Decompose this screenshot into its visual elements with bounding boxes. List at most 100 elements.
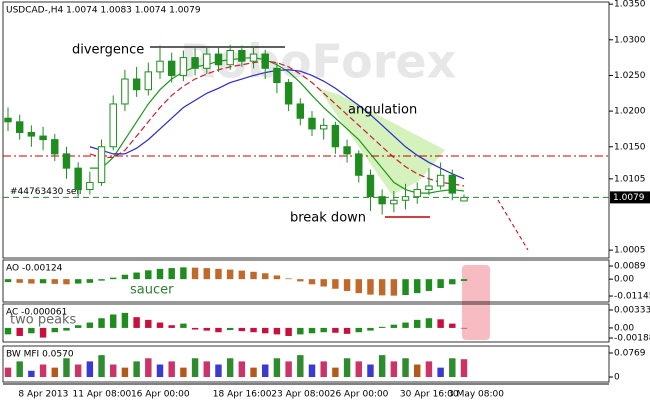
histogram-bar: [460, 359, 468, 378]
histogram-bar: [343, 327, 351, 334]
histogram-bar: [110, 277, 117, 280]
histogram-bar: [39, 279, 47, 284]
candle-body: [296, 103, 305, 119]
histogram-bar: [250, 271, 257, 280]
candle-body: [132, 78, 141, 91]
candle-body: [331, 124, 340, 148]
histogram-bar: [4, 367, 12, 378]
panel-frame: [2, 345, 610, 383]
highlight: [462, 265, 490, 340]
histogram-bar: [145, 319, 152, 328]
x-tick-label: 30 Apr 16:00: [400, 390, 459, 400]
histogram-bar: [297, 279, 304, 282]
candle-body: [355, 153, 363, 176]
histogram-bar: [156, 268, 164, 280]
histogram-bar: [402, 279, 409, 296]
histogram-bar: [250, 367, 257, 378]
histogram-bar: [414, 279, 421, 294]
histogram-bar: [238, 361, 246, 378]
candle-body: [179, 57, 188, 76]
histogram-bar: [437, 319, 444, 328]
histogram-bar: [63, 358, 70, 378]
histogram-bar: [226, 358, 234, 378]
x-tick-label: 8 Apr 2013: [18, 390, 68, 400]
histogram-bar: [51, 327, 58, 333]
candle-body: [436, 174, 445, 187]
annotation: divergence: [72, 43, 144, 58]
histogram-bar: [308, 279, 316, 285]
candle-body: [226, 49, 234, 66]
histogram-bar: [28, 279, 35, 284]
histogram-bar: [390, 361, 398, 378]
histogram-bar: [367, 327, 374, 331]
histogram-bar: [133, 361, 140, 378]
histogram-bar: [74, 325, 82, 328]
histogram-bar: [226, 327, 234, 331]
histogram-bar: [250, 327, 257, 333]
histogram-bar: [390, 279, 398, 296]
candle-body: [378, 196, 386, 205]
x-tick-label: 16 Apr 00:00: [131, 390, 190, 400]
histogram-bar: [332, 327, 339, 333]
y-tick-label: 1.0200: [614, 107, 646, 117]
price-label-bg: [610, 191, 650, 204]
histogram-bar: [191, 267, 199, 280]
panel-title: AC -0.000061: [6, 308, 67, 318]
y-tick-label: 1.0300: [614, 35, 646, 45]
candle-body: [4, 117, 12, 123]
candle-body: [413, 189, 421, 198]
x-tick-label: 3 May 08:00: [448, 390, 504, 400]
histogram-bar: [355, 361, 362, 378]
candle-body: [191, 57, 199, 69]
candle-body: [156, 60, 164, 73]
candle-body: [425, 185, 433, 191]
histogram-bar: [110, 314, 117, 328]
histogram-bar: [121, 274, 129, 280]
annotation: two peaks: [10, 313, 77, 328]
histogram-bar: [262, 364, 269, 378]
histogram-bar: [203, 361, 210, 378]
histogram-bar: [168, 361, 175, 378]
y-tick-label: 1.0105: [614, 174, 646, 184]
histogram-bar: [191, 358, 199, 378]
histogram-bar: [51, 279, 58, 284]
histogram-bar: [156, 322, 164, 328]
histogram-bar: [262, 273, 269, 280]
histogram-bar: [180, 267, 187, 280]
x-tick-label: 26 Apr 00:00: [330, 390, 389, 400]
histogram-bar: [437, 367, 444, 378]
candle-body: [86, 181, 94, 191]
candle-body: [308, 117, 316, 130]
histogram-bar: [343, 358, 351, 378]
annotation: break down: [290, 211, 366, 226]
order-label: #44763430 sell: [10, 187, 81, 197]
candle-body: [284, 82, 293, 105]
annotation: saucer: [130, 283, 174, 298]
x-tick-label: 11 Apr 08:00: [73, 390, 132, 400]
x-tick-label: 23 Apr 08:00: [271, 390, 330, 400]
histogram-bar: [378, 326, 386, 328]
histogram-bar: [16, 327, 23, 336]
histogram-bar: [145, 270, 152, 280]
histogram-bar: [460, 279, 468, 281]
histogram-bar: [285, 327, 292, 336]
annotation: angulation: [348, 103, 417, 118]
y-tick-label: 1.0250: [614, 71, 646, 81]
y-tick-label: 0.00: [614, 323, 634, 333]
histogram-bar: [425, 361, 433, 378]
histogram-bar: [156, 364, 164, 378]
histogram-bar: [98, 318, 105, 328]
y-tick-label: 0.00: [614, 275, 634, 285]
histogram-bar: [133, 317, 140, 328]
y-tick-label: -0.00188: [614, 334, 650, 344]
candle-body: [144, 71, 153, 91]
candle-body: [121, 78, 129, 105]
histogram-bar: [320, 279, 327, 287]
histogram-bar: [390, 324, 398, 328]
panel-title: AO -0.00124: [6, 264, 63, 274]
candle-body: [97, 146, 106, 183]
histogram-bar: [332, 367, 339, 378]
histogram-bar: [332, 279, 339, 289]
